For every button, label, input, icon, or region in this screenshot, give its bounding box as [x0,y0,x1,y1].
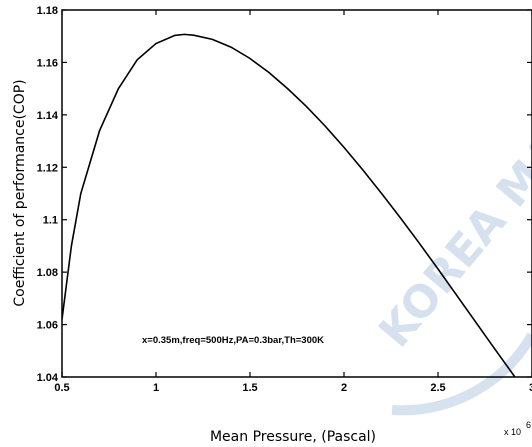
x-multiplier-exponent: 6 [526,420,531,430]
y-tick-label: 1.14 [37,110,59,122]
x-tick-label: 1 [153,382,159,394]
watermark-text: KOREA MARITIME [369,0,532,357]
x-multiplier: x 10 [504,427,521,437]
plot-frame [61,9,532,378]
watermark-arc [391,332,532,416]
x-tick-label: 2.5 [430,382,445,394]
x-tick-label: 2 [341,382,347,394]
x-tick-label: 0.5 [54,382,69,394]
y-tick-label: 1.04 [37,372,59,384]
y-tick-label: 1.18 [37,5,58,17]
x-axis-label: Mean Pressure, (Pascal) [210,429,376,445]
watermark: KOREA MARITIME [369,0,532,416]
y-tick-label: 1.1 [43,215,58,227]
y-axis-label: Coefficient of performance(COP) [12,79,28,306]
y-tick-label: 1.12 [37,162,58,174]
axis-ticks: 0.5 1 1.5 2 2.5 3 1.04 1.06 1.08 1.1 1.12 1.14 1.16 1… [37,5,532,394]
x-tick-label: 3 [529,382,532,394]
series-group [62,33,516,377]
y-tick-label: 1.08 [37,267,58,279]
series-line-1 [62,33,516,377]
x-tick-label: 1.5 [242,382,257,394]
y-tick-label: 1.16 [37,57,58,69]
annotation-text: x=0.35m,freq=500Hz,PA=0.3bar,Th=300K [142,335,324,346]
y-tick-label: 1.06 [37,320,58,332]
